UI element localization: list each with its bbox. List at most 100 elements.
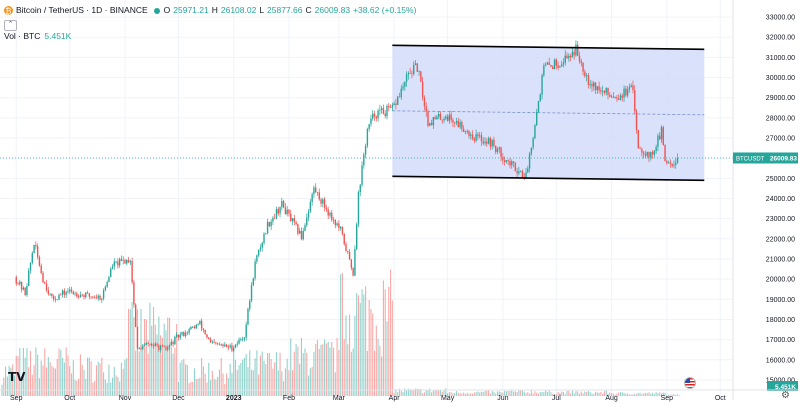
volume-bar (168, 317, 171, 396)
volume-bar (491, 391, 493, 396)
volume-bar (74, 379, 76, 396)
candle-body (44, 282, 46, 284)
volume-bar (564, 394, 566, 396)
close-label: C (305, 5, 312, 15)
symbol-title[interactable]: Bitcoin / TetherUS · 1D · BINANCE (16, 5, 148, 15)
candle-body (175, 334, 178, 337)
candle-body (347, 251, 349, 253)
volume-bar (275, 352, 278, 396)
candle-body (331, 212, 333, 220)
volume-bar (543, 392, 545, 396)
candle-body (200, 320, 203, 329)
volume-bar (496, 391, 499, 396)
candle-body (131, 261, 133, 283)
candle-body (637, 129, 640, 149)
candle-body (60, 294, 62, 296)
volume-bar (218, 369, 221, 396)
candle-body (51, 293, 53, 296)
candle-body (318, 192, 320, 200)
candle-body (584, 71, 586, 77)
volume-bar (97, 361, 99, 396)
volume-bar (580, 391, 582, 396)
volume-bar (489, 393, 491, 396)
candle-body (300, 230, 303, 240)
tradingview-logo-icon[interactable]: TV (8, 370, 26, 384)
candle-body (284, 207, 287, 215)
candle-body (389, 107, 392, 108)
candle-body (518, 171, 520, 174)
volume-bar (431, 392, 433, 396)
candle-body (544, 64, 547, 66)
candle-body (664, 145, 666, 162)
volume-bar (619, 392, 622, 396)
volume-bar (181, 360, 183, 396)
volume-bar (256, 350, 258, 396)
candle-body (507, 160, 509, 161)
volume-bar (391, 300, 393, 396)
candle-body (163, 345, 165, 347)
volume-bar (359, 302, 361, 396)
candle-body (293, 218, 296, 222)
volume-bar (83, 369, 85, 396)
gear-icon[interactable]: ⚙ (781, 390, 790, 401)
volume-bar (652, 392, 654, 396)
candle-body (40, 265, 42, 273)
volume-bar (459, 392, 461, 396)
candle-body (282, 201, 285, 208)
volume-bar (427, 389, 429, 396)
volume-bar (612, 393, 614, 396)
candle-body (359, 184, 361, 192)
volume-bar (324, 339, 326, 396)
candle-body (224, 344, 226, 346)
volume-bar (295, 343, 297, 396)
candle-body (612, 96, 615, 98)
candle-body (90, 296, 92, 298)
candle-body (113, 261, 115, 267)
candle-body (341, 226, 344, 235)
volume-bar (274, 362, 276, 396)
candle-body (247, 308, 249, 325)
candle-body (594, 82, 597, 91)
volume-bar (450, 392, 452, 396)
volume-bar (343, 339, 345, 396)
us-flag-icon[interactable] (684, 377, 696, 389)
volume-bar (290, 338, 292, 396)
candle-body (395, 103, 397, 105)
candle-body (368, 124, 370, 130)
volume-bar (530, 390, 532, 396)
candle-body (101, 298, 103, 300)
candle-body (33, 244, 35, 254)
volume-bar (464, 393, 466, 396)
volume-bar (445, 388, 447, 396)
volume-bar (40, 360, 42, 396)
volume-bar (6, 376, 8, 396)
volume-bar (58, 348, 60, 396)
candle-body (29, 262, 32, 271)
volume-bar (536, 392, 538, 396)
volume-bar (135, 350, 137, 396)
candle-body (211, 341, 214, 343)
volume-bar (286, 358, 288, 396)
candle-body (357, 191, 360, 225)
legend-symbol-row: Bitcoin / TetherUS · 1D · BINANCE O25971… (4, 4, 416, 18)
volume-bar (341, 272, 343, 396)
volume-bar (480, 391, 483, 396)
candle-body (336, 223, 338, 226)
volume-bar (320, 344, 322, 396)
volume-bar (293, 351, 295, 396)
candle-body (405, 74, 408, 82)
volume-bar (72, 360, 74, 396)
y-tick-label: 22000.00 (766, 236, 795, 243)
volume-bar (325, 343, 327, 396)
candle-body (313, 187, 315, 195)
volume-bar (54, 368, 57, 396)
volume-bar (15, 355, 17, 396)
volume-bar (434, 390, 436, 396)
volume-bar (33, 365, 35, 396)
volume-bar (466, 392, 468, 396)
volume-bar (368, 300, 370, 396)
collapse-legend-button[interactable]: ⌃ (4, 19, 17, 31)
candle-body (85, 292, 87, 298)
